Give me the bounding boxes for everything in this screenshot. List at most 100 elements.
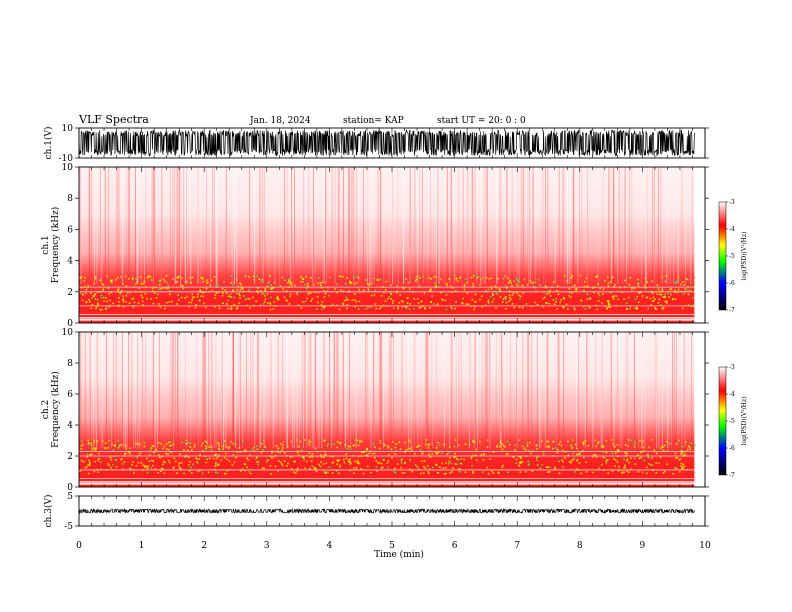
spectrogram-speckle <box>676 291 679 294</box>
spectrogram-speckle <box>175 460 177 463</box>
panel-frame <box>78 166 706 324</box>
spectrogram-speckle <box>193 446 196 448</box>
spectrogram-speckle <box>665 302 668 304</box>
spectrogram-speckle <box>90 453 93 456</box>
spectrogram-speckle <box>132 306 135 309</box>
spectrogram-speckle <box>505 301 508 304</box>
spectrogram-speckle <box>343 461 346 464</box>
spectrogram-speckle <box>230 308 232 310</box>
spectrogram-speckle <box>262 292 265 295</box>
spectrogram-speckle <box>651 464 654 467</box>
spectrogram-speckle <box>552 299 555 301</box>
spectrogram-speckle <box>277 296 279 299</box>
spectrogram-speckle <box>81 443 84 446</box>
spectrogram-speckle <box>252 296 254 299</box>
spectrogram-speckle <box>597 442 599 445</box>
spectrogram-speckle <box>615 459 617 461</box>
spectrogram-speckle <box>595 276 598 278</box>
spectrogram-speckle <box>637 282 640 285</box>
spectrogram-speckle <box>683 465 686 468</box>
spectrogram-speckle <box>331 472 334 474</box>
spectrogram-speckle <box>110 466 112 469</box>
spectrogram-speckle <box>157 288 160 291</box>
x-tick-label: 1 <box>139 541 145 551</box>
spectrogram-speckle <box>644 277 647 280</box>
spectrogram-speckle <box>164 461 166 464</box>
spectrogram-speckle <box>289 281 291 283</box>
spectrogram-speckle <box>131 463 133 466</box>
spectrogram-speckle <box>328 466 331 468</box>
spectrogram-speckle <box>641 442 644 444</box>
spectrogram-speckle <box>568 287 571 290</box>
spectrogram-speckle <box>395 449 398 452</box>
spectrogram-speckle <box>513 306 516 309</box>
spectrogram-speckle <box>274 465 277 468</box>
spectrogram-speckle <box>475 300 477 303</box>
spectrogram-speckle <box>321 301 324 303</box>
spectrogram-speckle <box>240 283 242 286</box>
spectrogram-speckle <box>570 461 572 464</box>
spectrogram-speckle <box>165 287 167 289</box>
spectrogram-speckle <box>283 460 286 462</box>
spectrogram-speckle <box>526 445 529 447</box>
spectrogram-speckle <box>309 456 311 458</box>
spectrogram-speckle <box>686 289 689 291</box>
spectrogram-speckle <box>492 294 494 296</box>
spectrogram-speckle <box>199 289 201 291</box>
spectrogram-speckle <box>94 277 97 280</box>
spectrogram-speckle <box>281 449 283 452</box>
spectrogram-speckle <box>109 456 112 459</box>
spectrogram-speckle <box>159 279 162 282</box>
spectrogram-speckle <box>301 456 303 458</box>
spectrogram-speckle <box>242 295 245 297</box>
spectrogram-speckle <box>122 468 124 471</box>
spectrogram-speckle <box>421 453 424 455</box>
spectrogram-speckle <box>214 294 217 297</box>
spectrogram-speckle <box>86 455 89 458</box>
spectrogram-speckle <box>87 442 90 444</box>
spectrogram-speckle <box>675 467 678 470</box>
spectrogram-speckle <box>628 283 631 286</box>
spectrogram-speckle <box>471 298 474 301</box>
spectrogram-speckle <box>318 291 320 294</box>
spectrogram-speckle <box>80 459 83 462</box>
spectrogram-speckle <box>572 285 574 288</box>
spectrogram-speckle <box>364 279 367 281</box>
spectrogram-speckle <box>159 287 162 290</box>
spectrogram-speckle <box>244 469 246 472</box>
spectrogram-speckle <box>102 290 104 292</box>
spectrogram-speckle <box>465 303 468 305</box>
spectrogram-speckle <box>561 459 563 461</box>
spectrogram-speckle <box>607 300 610 302</box>
spectrogram-speckle <box>614 465 617 467</box>
spectrogram-speckle <box>390 284 392 286</box>
y-tick-label: 8 <box>67 194 73 204</box>
spectrogram-speckle <box>454 463 457 465</box>
spectrogram-speckle <box>625 452 628 455</box>
spectrogram-speckle <box>680 465 683 467</box>
spectrogram-speckle <box>248 454 251 456</box>
spectrogram-speckle <box>444 299 447 302</box>
spectrogram-speckle <box>504 445 506 448</box>
spectrogram-speckle <box>432 466 434 469</box>
spectrogram-speckle <box>79 470 81 473</box>
spectrogram-speckle <box>300 281 302 283</box>
spectrogram-speckle <box>396 290 398 293</box>
spectrogram-speckle <box>559 440 562 443</box>
spectrogram-speckle <box>359 439 361 442</box>
spectrogram-speckle <box>178 462 181 465</box>
spectrogram-speckle <box>387 466 389 469</box>
spectrogram-speckle <box>159 456 161 459</box>
spectrogram-speckle <box>245 450 247 452</box>
spectrogram-speckle <box>100 461 102 463</box>
spectrogram-speckle <box>329 276 331 279</box>
spectrogram-speckle <box>354 460 356 463</box>
spectrogram-speckle <box>102 284 105 286</box>
spectrogram-speckle <box>288 303 291 305</box>
spectrogram-speckle <box>269 308 272 311</box>
colorbar-tick-label: -4 <box>729 391 735 398</box>
spectrogram-speckle <box>346 448 349 450</box>
spectrogram-speckle <box>160 442 163 445</box>
spectrogram-speckle <box>612 297 615 300</box>
spectrogram-speckle <box>506 277 509 280</box>
